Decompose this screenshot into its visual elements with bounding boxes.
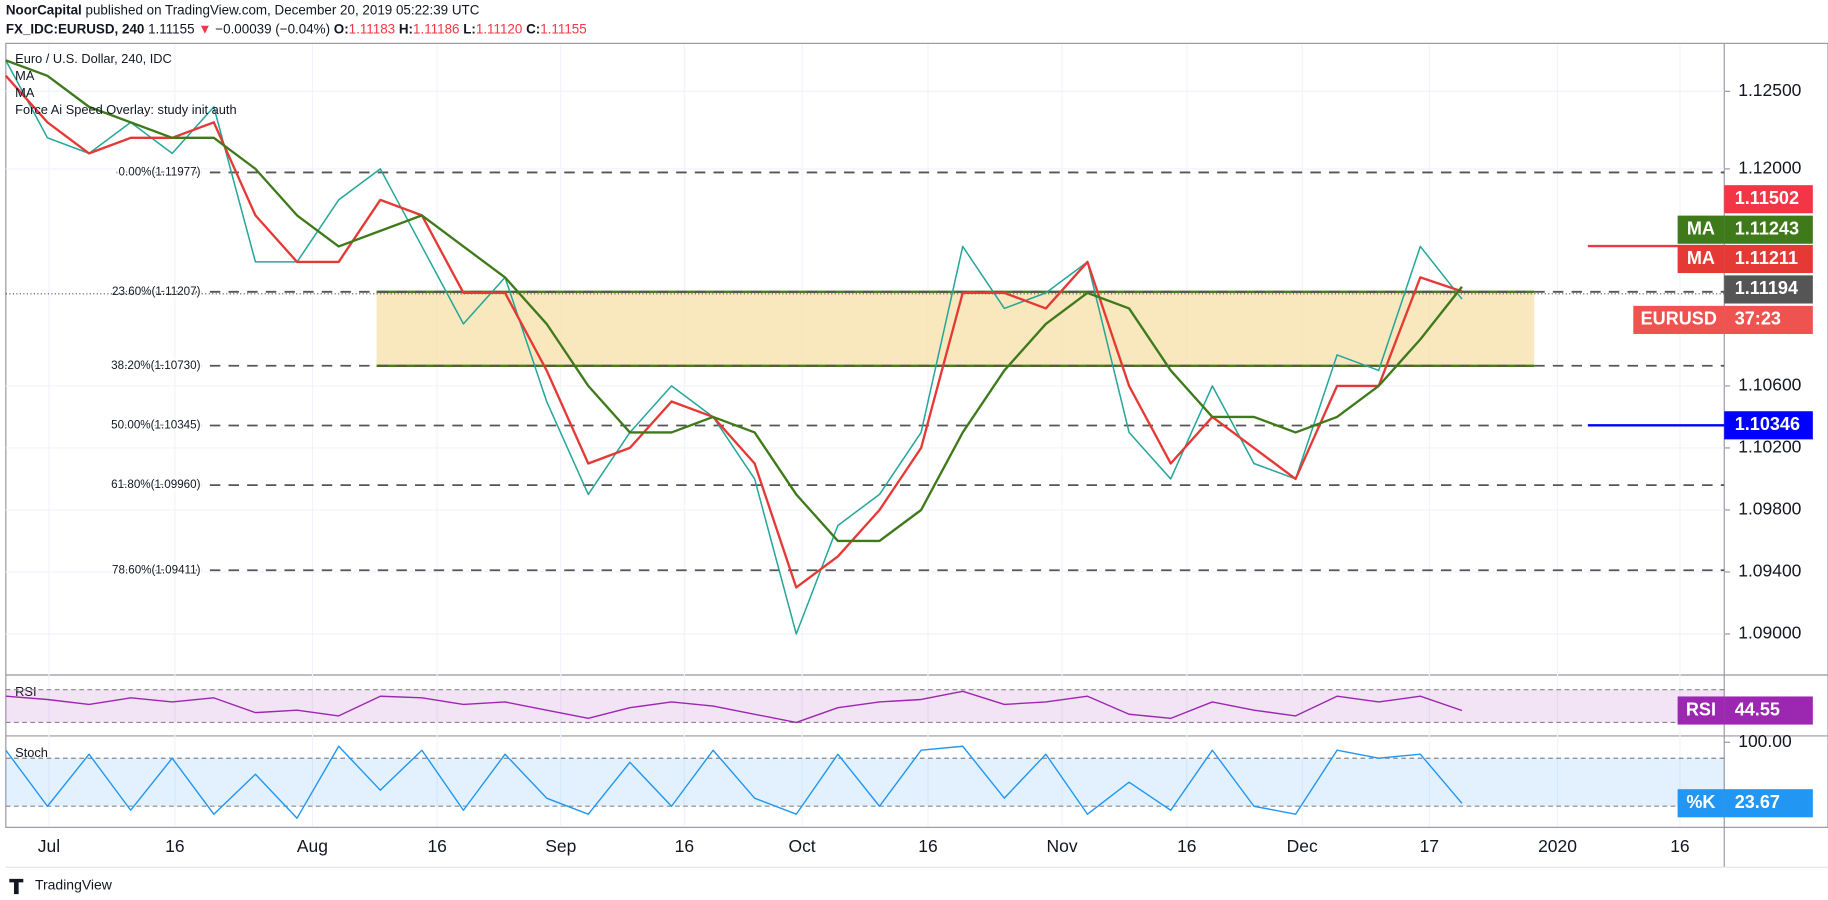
publisher: NoorCapital — [6, 2, 82, 17]
price-badge: MA 1.11243 — [1677, 215, 1813, 244]
badge-box — [1724, 244, 1813, 274]
ohlc-value: 1.11183 — [349, 21, 395, 36]
pane-label: RSI — [15, 684, 36, 699]
x-tick-label: Oct — [788, 836, 815, 856]
badge-text: 1.11194 — [1735, 278, 1798, 298]
ohlc-label: O: — [334, 21, 349, 36]
badge-text: 37:23 — [1735, 309, 1781, 329]
last-price: 1.11155 — [148, 21, 194, 36]
x-tick-label: 17 — [1420, 836, 1439, 856]
x-tick-label: Sep — [545, 836, 576, 856]
x-tick-label: 16 — [427, 836, 446, 856]
price-badge: EURUSD 37:23 — [1633, 305, 1813, 334]
badge-label-box — [1633, 305, 1725, 334]
price-badge: MA 1.11211 — [1677, 244, 1813, 274]
x-tick-label: 2020 — [1538, 836, 1577, 856]
badge-label-box — [1677, 696, 1725, 725]
series-line — [5, 690, 1463, 724]
badge-box — [1724, 411, 1813, 440]
y-tick-label: 1.09000 — [1738, 623, 1801, 643]
fib-label: 23.60%(1.11207) — [112, 285, 201, 298]
badge-text: 1.11211 — [1735, 248, 1798, 268]
fib-label: 38.20%(1.10730) — [111, 359, 200, 372]
header-line-1: NoorCapital published on TradingView.com… — [6, 2, 480, 17]
badge-box — [1724, 275, 1813, 304]
x-tick-label: 16 — [918, 836, 937, 856]
ohlc-label: L: — [463, 21, 476, 36]
arrow: ▼ — [198, 21, 211, 36]
badge-box — [1724, 215, 1813, 244]
badge-box — [1724, 696, 1813, 725]
ohlc-label: H: — [399, 21, 413, 36]
x-tick-label: 16 — [165, 836, 184, 856]
legend-entry: MA — [15, 85, 35, 100]
y-tick-label: 1.10200 — [1738, 437, 1801, 457]
ohlc-label: C: — [526, 21, 540, 36]
chart-layers: 1.12500 1.12000 1.10600 1.10200 1.09800 1.094… — [4, 44, 1813, 856]
zone — [376, 291, 1535, 366]
pane-label: Stoch — [15, 745, 48, 760]
badge-text: 1.11502 — [1735, 188, 1799, 208]
y-tick-label: 100.00 — [1738, 731, 1792, 751]
y-tick-label: 1.09400 — [1738, 561, 1801, 581]
ohlc-value: 1.11186 — [413, 21, 459, 36]
badge-text: 23.67 — [1735, 792, 1780, 812]
x-tick-label: 16 — [1670, 836, 1689, 856]
pane-band — [5, 689, 1725, 723]
chart-frame — [5, 42, 1828, 828]
series-line — [5, 59, 1463, 543]
badge-label-box — [1677, 215, 1725, 244]
y-tick-label: 1.12000 — [1738, 157, 1801, 177]
y-tick-label: 1.12500 — [1738, 80, 1801, 100]
fib-label: 50.00%(1.10345) — [111, 419, 200, 432]
series-line — [5, 59, 1463, 635]
ohlc-value: 1.11155 — [540, 21, 586, 36]
pane-band — [5, 758, 1725, 807]
x-tick-label: 16 — [675, 836, 694, 856]
badge-label: EURUSD — [1641, 309, 1717, 329]
footer: TradingView — [35, 877, 113, 893]
badge-box — [1724, 789, 1813, 818]
fib-label: 78.60%(1.09411) — [112, 563, 201, 576]
legend-entry: Euro / U.S. Dollar, 240, IDC — [15, 51, 172, 66]
footer-logo — [9, 878, 24, 895]
x-tick-label: Nov — [1047, 836, 1078, 856]
price-badge: 1.11194 — [1724, 275, 1813, 304]
badge-text: 1.10346 — [1735, 414, 1800, 434]
legend-entry: Force Ai Speed Overlay: study init auth — [15, 102, 236, 117]
series-line — [4, 75, 1463, 589]
badge-label-box — [1677, 789, 1725, 818]
fib-label: 61.80%(1.09960) — [111, 478, 200, 491]
x-tick-label: Jul — [38, 836, 60, 856]
symbol: FX_IDC:EURUSD, 240 — [6, 21, 145, 36]
badge-box — [1724, 185, 1813, 214]
badge-box — [1724, 305, 1813, 334]
fib-label: 0.00%(1.11977) — [119, 165, 201, 178]
price-badge: 1.11502 — [1724, 185, 1813, 214]
y-tick-label: 1.09800 — [1738, 499, 1801, 519]
price-badge: 1.10346 — [1724, 411, 1813, 440]
header-line-2: FX_IDC:EURUSD, 240 1.11155 ▼ −0.00039 (−… — [6, 21, 587, 36]
badge-label: MA — [1687, 218, 1715, 238]
published: published on TradingView.com, December 2… — [86, 2, 480, 17]
ohlc-value: 1.11120 — [476, 21, 522, 36]
x-tick-label: Aug — [297, 836, 328, 856]
series-line — [5, 745, 1463, 819]
badge-label: %K — [1686, 792, 1715, 812]
x-tick-label: Dec — [1287, 836, 1318, 856]
badge-text: 44.55 — [1735, 699, 1780, 719]
x-tick-label: 16 — [1177, 836, 1196, 856]
legend-entry: MA — [15, 68, 35, 83]
badge-text: 1.11243 — [1735, 218, 1799, 238]
change: −0.00039 (−0.04%) — [215, 21, 330, 36]
badge-label: MA — [1687, 248, 1715, 268]
y-tick-label: 1.10600 — [1738, 375, 1801, 395]
badge-label-box — [1677, 244, 1725, 274]
badge-label: RSI — [1686, 699, 1716, 719]
